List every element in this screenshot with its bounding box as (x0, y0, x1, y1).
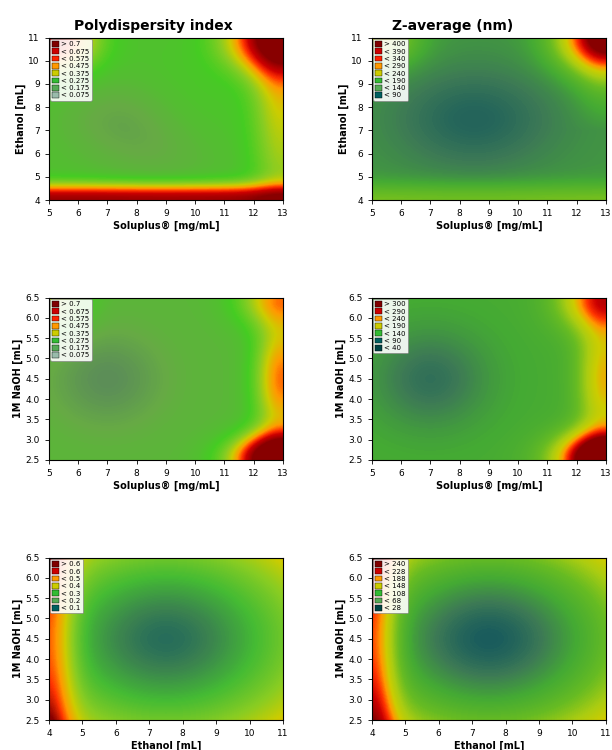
X-axis label: Ethanol [mL]: Ethanol [mL] (453, 741, 524, 750)
Text: Z-average (nm): Z-average (nm) (392, 19, 513, 33)
X-axis label: Soluplus® [mg/mL]: Soluplus® [mg/mL] (436, 481, 542, 491)
X-axis label: Soluplus® [mg/mL]: Soluplus® [mg/mL] (113, 220, 219, 231)
Y-axis label: 1M NaOH [mL]: 1M NaOH [mL] (335, 599, 346, 679)
X-axis label: Soluplus® [mg/mL]: Soluplus® [mg/mL] (113, 481, 219, 491)
Legend: > 0.6, < 0.6, < 0.5, < 0.4, < 0.3, < 0.2, < 0.1: > 0.6, < 0.6, < 0.5, < 0.4, < 0.3, < 0.2… (50, 559, 83, 614)
Y-axis label: Ethanol [mL]: Ethanol [mL] (338, 83, 349, 154)
Legend: > 0.7, < 0.675, < 0.575, < 0.475, < 0.375, < 0.275, < 0.175, < 0.075: > 0.7, < 0.675, < 0.575, < 0.475, < 0.37… (50, 299, 92, 361)
Y-axis label: 1M NaOH [mL]: 1M NaOH [mL] (335, 339, 346, 418)
Y-axis label: 1M NaOH [mL]: 1M NaOH [mL] (12, 339, 23, 418)
Text: Polydispersity index: Polydispersity index (73, 19, 233, 33)
X-axis label: Soluplus® [mg/mL]: Soluplus® [mg/mL] (436, 220, 542, 231)
Y-axis label: Ethanol [mL]: Ethanol [mL] (15, 83, 26, 154)
Legend: > 0.7, < 0.675, < 0.575, < 0.475, < 0.375, < 0.275, < 0.175, < 0.075: > 0.7, < 0.675, < 0.575, < 0.475, < 0.37… (50, 39, 92, 101)
Legend: > 300, < 290, < 240, < 190, < 140, < 90, < 40: > 300, < 290, < 240, < 190, < 140, < 90,… (373, 299, 408, 353)
Y-axis label: 1M NaOH [mL]: 1M NaOH [mL] (12, 599, 23, 679)
Legend: > 400, < 390, < 340, < 290, < 240, < 190, < 140, < 90: > 400, < 390, < 340, < 290, < 240, < 190… (373, 39, 408, 101)
Legend: > 240, < 228, < 188, < 148, < 108, < 68, < 28: > 240, < 228, < 188, < 148, < 108, < 68,… (373, 559, 408, 614)
X-axis label: Ethanol [mL]: Ethanol [mL] (131, 741, 201, 750)
